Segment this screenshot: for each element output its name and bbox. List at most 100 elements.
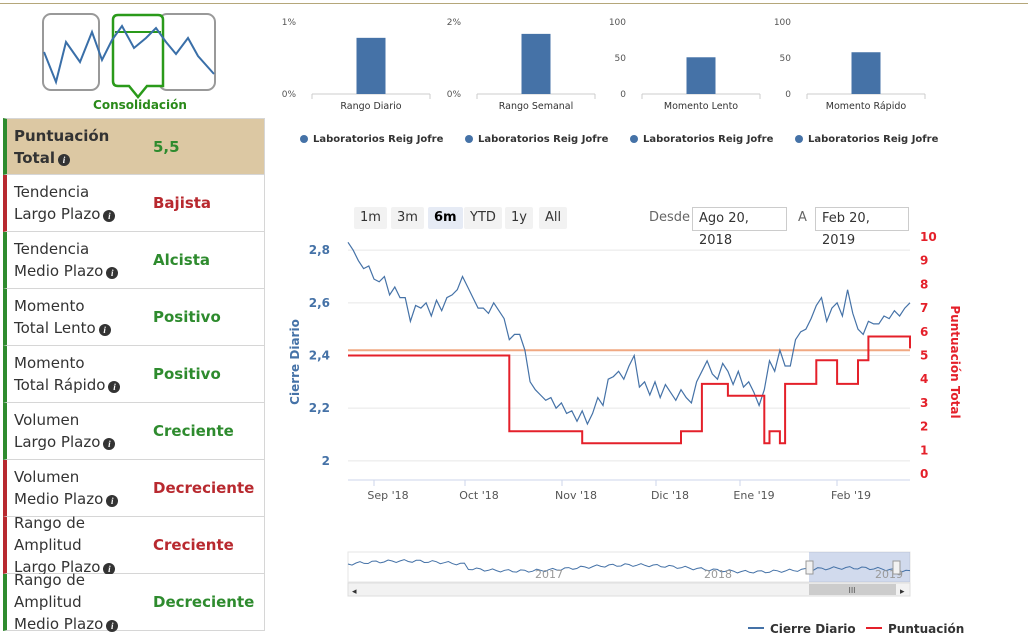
range-button-3m[interactable]: 3m [391,207,424,229]
score-table: Puntuación Total i 5,5 Tendencia Largo Plazo i… [3,118,265,633]
y-right-tick-label: 10 [920,230,937,244]
score-row-value: Bajista [153,194,212,212]
mini-tick-label: 50 [780,54,792,64]
from-label: Desde [649,210,691,225]
info-icon[interactable]: i [106,267,119,279]
score-row: Tendencia Medio Plazo i Alcista [3,232,265,289]
score-row-label-line2: Largo Plazo [14,558,101,576]
mini-bar[interactable] [521,33,551,94]
legend-line-icon [866,627,882,629]
info-icon[interactable]: i [98,324,111,336]
mini-chart-svg: 100 50 0 Momento Lento [609,18,761,112]
score-row-value: 5,5 [153,137,180,156]
navigator-year-label: 2017 [535,568,563,581]
scroll-left-arrow-icon[interactable]: ◂ [352,587,357,597]
mini-tick-label: 0% [447,90,462,100]
score-row: Rango de Amplitud Medio Plazo i Decreciente [3,571,265,633]
score-row-label: Rango de Amplitud Medio Plazo i [14,569,154,635]
to-date-input[interactable]: Feb 20, 2019 [815,207,909,248]
info-icon[interactable]: i [103,563,116,575]
x-tick-label: Feb '19 [831,489,871,502]
price-series-line[interactable] [347,241,911,426]
mini-legend-item[interactable]: Laboratorios Reig Jofre [300,134,443,145]
range-button-6m[interactable]: 6m [428,207,463,229]
score-row-value: Decreciente [153,479,255,497]
mini-chart: 100 50 0 Momento Rápido Laboratorios Reig Jo… [773,12,939,152]
mini-bar[interactable] [851,52,881,94]
to-label: A [798,210,807,225]
navigator-handle[interactable] [892,560,901,575]
navigator-frame [347,551,911,583]
scrollbar-thumb[interactable] [809,584,896,595]
mini-legend-item[interactable]: Laboratorios Reig Jofre [465,134,608,145]
info-icon[interactable]: i [108,381,121,393]
from-date-input[interactable]: Ago 20, 2018 [692,207,787,248]
mini-chart-svg: 100 50 0 Momento Rápido [774,18,926,112]
y-right-tick-label: 3 [920,396,928,410]
score-row-label-line1: Tendencia [14,183,90,201]
score-row-label: Momento Total Rápido i [14,352,154,396]
mini-bar[interactable] [356,37,386,94]
score-series-line[interactable] [348,335,911,445]
score-row-label-line2: Medio Plazo [14,262,104,280]
mini-tick-label: 100 [774,18,791,28]
info-icon[interactable]: i [103,438,116,450]
mini-category-label: Rango Semanal [499,101,574,112]
mini-chart: 100 50 0 Momento Lento Laboratorios Reig Jof… [608,12,774,152]
x-tick-label: Ene '19 [733,489,774,502]
info-icon[interactable]: i [57,153,70,166]
score-row: Rango de Amplitud Largo Plazo i Creciente [3,514,265,576]
mini-chart-svg: 1% 0% Rango Diario [282,18,431,112]
consolidation-logo: Consolidación [42,12,216,116]
score-row-label-line1: Rango de Amplitud [14,571,86,611]
mini-tick-label: 0% [282,90,297,100]
info-icon[interactable]: i [103,210,116,222]
navigator-series [347,559,911,574]
mini-tick-label: 100 [609,18,626,28]
legend-item-cierre[interactable]: Cierre Diario [748,622,856,636]
score-row-label-line2: Total Lento [14,319,96,337]
info-icon[interactable]: i [106,620,119,632]
y-tick-label: 2,2 [309,401,330,415]
mini-bar[interactable] [686,57,716,94]
mini-legend-label: Laboratorios Reig Jofre [808,134,939,145]
y-tick-label: 2,4 [309,349,330,363]
score-row-label-line2: Largo Plazo [14,433,101,451]
range-button-1y[interactable]: 1y [505,207,533,229]
score-row-label: Momento Total Lento i [14,295,154,339]
info-icon[interactable]: i [106,495,119,507]
top-divider [0,3,1028,4]
navigator-handle[interactable] [805,560,814,575]
legend-item-puntuacion[interactable]: Puntuación [866,622,964,636]
score-row-label-line1: Momento [14,354,85,372]
scroll-right-arrow-icon[interactable]: ▸ [900,587,905,597]
score-row-label-line1: Volumen [14,411,80,429]
range-button-all[interactable]: All [539,207,568,229]
score-row-label-line2: Total [14,148,55,167]
mini-legend-item[interactable]: Laboratorios Reig Jofre [630,134,773,145]
y-right-tick-label: 8 [920,277,928,291]
score-row: Momento Total Rápido i Positivo [3,346,265,403]
y-right-tick-label: 7 [920,301,928,315]
score-row-label: Puntuación Total i [14,125,154,169]
x-tick-label: Nov '18 [555,489,597,502]
mini-chart-svg: 2% 0% Rango Semanal [447,18,596,112]
score-row-label: Rango de Amplitud Largo Plazo i [14,512,154,578]
navigator-year-label: 2018 [704,568,732,581]
scrollbar-track[interactable] [347,582,911,597]
mini-category-label: Rango Diario [340,101,401,112]
mini-category-label: Momento Rápido [826,101,907,112]
score-row: Tendencia Largo Plazo i Bajista [3,175,265,232]
scrollbar-grip-icon: III [848,586,855,595]
y-right-tick-label: 1 [920,443,928,457]
mini-tick-label: 50 [615,54,627,64]
legend-label-puntuacion: Puntuación [888,622,965,636]
x-tick-label: Oct '18 [459,489,499,502]
score-row-label-line1: Volumen [14,468,80,486]
mini-legend-item[interactable]: Laboratorios Reig Jofre [795,134,938,145]
y-right-tick-label: 4 [920,372,928,386]
range-button-1m[interactable]: 1m [354,207,387,229]
y-axis-title: Cierre Diario [288,319,302,405]
mini-tick-label: 2% [447,18,462,28]
range-button-ytd[interactable]: YTD [464,207,502,229]
